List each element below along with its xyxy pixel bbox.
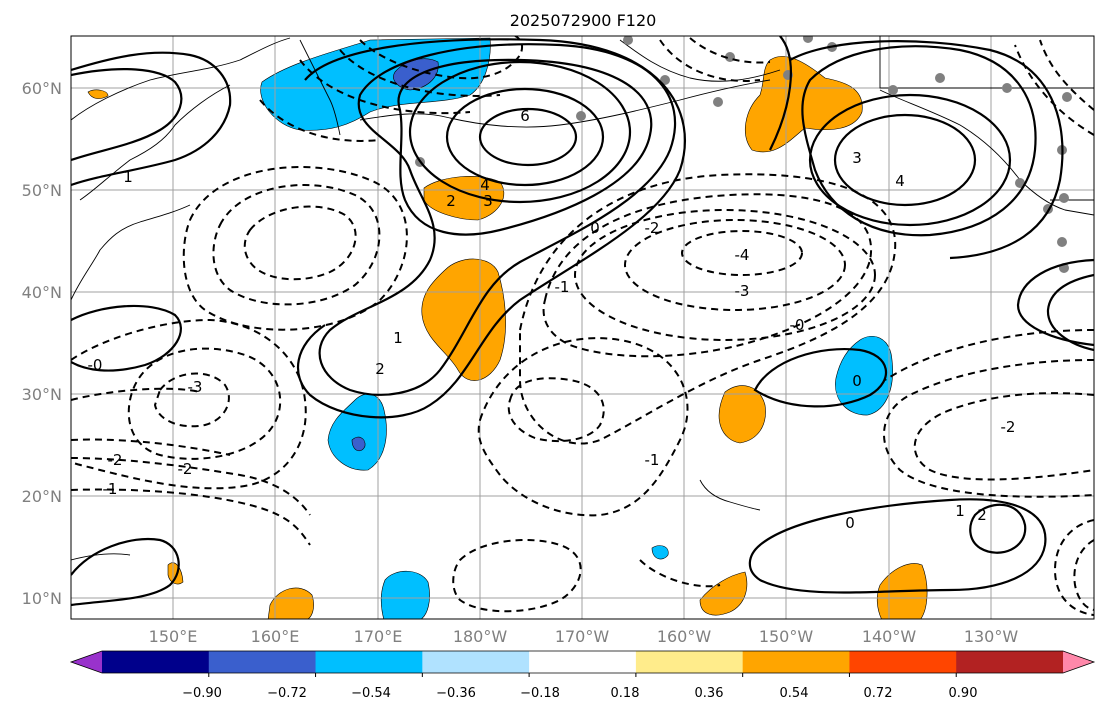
colorbar-over-arrow bbox=[1063, 651, 1094, 673]
map-border bbox=[70, 35, 1095, 620]
contour-label: 3 bbox=[483, 192, 493, 210]
colorbar-tick: −0.54 bbox=[351, 686, 391, 701]
colorbar-segment bbox=[849, 651, 957, 673]
lat-label: 10°N bbox=[22, 589, 62, 608]
contour-label: 3 bbox=[852, 149, 862, 167]
station-dots bbox=[415, 36, 1072, 273]
lat-label: 20°N bbox=[22, 487, 62, 506]
contour-label: -3 bbox=[188, 378, 203, 396]
shade-orange-180 bbox=[421, 258, 506, 381]
colorbar-tick: 0.90 bbox=[949, 686, 978, 701]
lon-label: 140°W bbox=[862, 627, 917, 646]
contour-label: 0 bbox=[590, 219, 600, 237]
colorbar-tick: 0.72 bbox=[864, 686, 893, 701]
lon-label: 170°W bbox=[555, 627, 610, 646]
colorbar-tick: −0.36 bbox=[436, 686, 476, 701]
colorbar-segment bbox=[635, 651, 744, 673]
colorbar-segment bbox=[742, 651, 850, 673]
contour-label: -2 bbox=[1001, 418, 1016, 436]
map-content: 6 4 3 2 1 0 -1 -2 -3 -4 -0 -3 -2 -1 4 3 … bbox=[71, 36, 1094, 619]
lat-label: 50°N bbox=[22, 181, 62, 200]
shade-blue-170e bbox=[327, 393, 387, 471]
contour-label: -0 bbox=[790, 316, 805, 334]
contour-label: 2 bbox=[977, 506, 987, 524]
contour-label: -1 bbox=[103, 480, 118, 498]
lon-label: 160°W bbox=[657, 627, 712, 646]
colorbar-tick: 0.36 bbox=[695, 686, 724, 701]
shade-purple-170e bbox=[351, 436, 366, 452]
lon-label: 170°E bbox=[354, 627, 403, 646]
positive-contours bbox=[71, 36, 1094, 607]
colorbar-outline bbox=[69, 650, 1096, 674]
colorbar-under-arrow bbox=[71, 651, 102, 673]
contour-label: -3 bbox=[735, 282, 750, 300]
shade-orange-south-b bbox=[699, 571, 748, 616]
shade-orange-south-a bbox=[267, 587, 314, 619]
lat-axis: 60°N 50°N 40°N 30°N 20°N 10°N bbox=[22, 79, 62, 608]
shade-blue-small bbox=[651, 545, 669, 560]
contour-label: 1 bbox=[393, 329, 403, 347]
lon-label: 150°E bbox=[149, 627, 198, 646]
lon-label: 160°E bbox=[251, 627, 300, 646]
colorbar-segment bbox=[956, 651, 1064, 673]
plot-title: 2025072900 F120 bbox=[510, 11, 657, 30]
contour-label: 0 bbox=[845, 514, 855, 532]
colorbar-segment bbox=[422, 651, 530, 673]
contour-label: -1 bbox=[555, 278, 570, 296]
colorbar bbox=[69, 650, 1096, 677]
contour-label: -2 bbox=[178, 460, 193, 478]
shade-orange-nw-tiny bbox=[87, 89, 109, 99]
colorbar-segment bbox=[529, 651, 637, 673]
colorbar-ticks: −0.90 −0.72 −0.54 −0.36 −0.18 0.18 0.36 … bbox=[182, 686, 977, 701]
colorbar-tick: −0.72 bbox=[267, 686, 307, 701]
contour-label: 4 bbox=[480, 176, 490, 194]
lon-label: 180°W bbox=[453, 627, 508, 646]
shade-blue-south bbox=[380, 570, 430, 619]
shading-layer bbox=[87, 37, 928, 619]
contour-label: 0 bbox=[852, 372, 862, 390]
lat-label: 30°N bbox=[22, 385, 62, 404]
lat-label: 60°N bbox=[22, 79, 62, 98]
colorbar-segment bbox=[315, 651, 423, 673]
colorbar-segment bbox=[208, 651, 317, 673]
colorbar-tick: 0.18 bbox=[611, 686, 640, 701]
contour-label: 4 bbox=[895, 172, 905, 190]
contour-labels: 6 4 3 2 1 0 -1 -2 -3 -4 -0 -3 -2 -1 4 3 … bbox=[88, 107, 1016, 532]
contour-label: 6 bbox=[520, 107, 530, 125]
lon-axis: 150°E 160°E 170°E 180°W 170°W 160°W 150°… bbox=[149, 627, 1019, 646]
contour-label: 1 bbox=[955, 502, 965, 520]
contour-label: 2 bbox=[375, 360, 385, 378]
colorbar-segment bbox=[102, 651, 210, 673]
contour-label: -2 bbox=[108, 451, 123, 469]
lon-label: 150°W bbox=[759, 627, 814, 646]
lat-label: 40°N bbox=[22, 283, 62, 302]
shade-blue-140w bbox=[835, 336, 893, 416]
lon-label: 130°W bbox=[964, 627, 1019, 646]
shade-orange-150w bbox=[718, 385, 766, 444]
negative-contours bbox=[71, 36, 1094, 616]
contour-label: 2 bbox=[446, 192, 456, 210]
colorbar-tick: 0.54 bbox=[780, 686, 809, 701]
contour-label: -2 bbox=[645, 219, 660, 237]
colorbar-tick: −0.18 bbox=[520, 686, 560, 701]
coastlines bbox=[71, 36, 1094, 561]
contour-label: -4 bbox=[735, 246, 750, 264]
contour-label: -0 bbox=[88, 356, 103, 374]
contour-label: 1 bbox=[123, 168, 133, 186]
graticule bbox=[71, 36, 1094, 619]
contour-label: -1 bbox=[645, 451, 660, 469]
colorbar-tick: −0.90 bbox=[182, 686, 222, 701]
